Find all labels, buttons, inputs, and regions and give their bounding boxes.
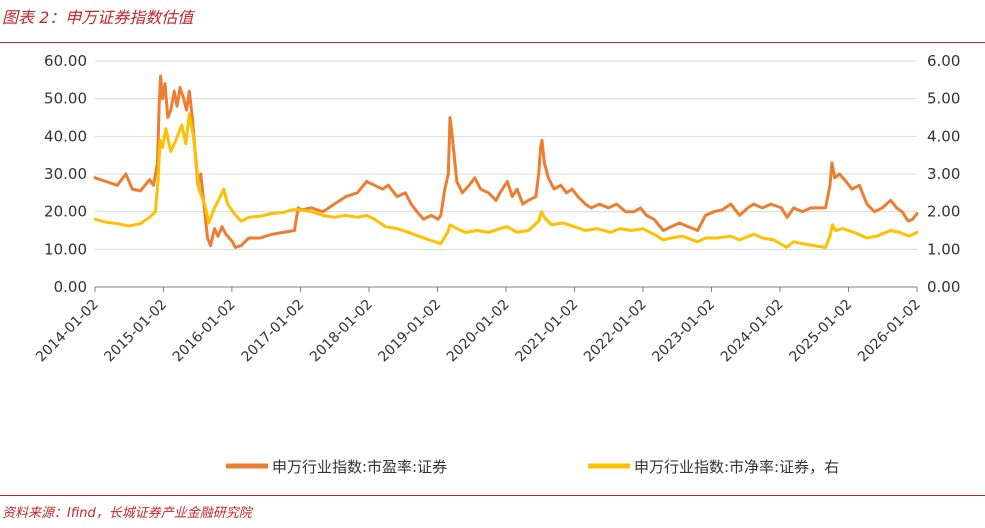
- x-tick-label: 2014-01-02: [33, 297, 102, 366]
- left-y-tick-label: 10.00: [44, 240, 87, 258]
- x-tick-label: 2019-01-02: [375, 297, 444, 366]
- pe-ratio-series-line: [93, 74, 919, 249]
- right-y-tick-label: 1.00: [927, 240, 960, 258]
- right-y-tick-label: 0.00: [927, 278, 960, 296]
- grid-lines: [95, 60, 917, 288]
- left-y-tick-label: 30.00: [44, 165, 87, 183]
- series-lines: [93, 74, 919, 249]
- x-tick-label: 2026-01-02: [855, 297, 924, 366]
- x-tick-label: 2024-01-02: [718, 297, 787, 366]
- right-y-tick-label: 4.00: [927, 127, 960, 145]
- right-y-tick-label: 6.00: [927, 52, 960, 70]
- right-y-tick-label: 2.00: [927, 203, 960, 221]
- x-tick-label: 2020-01-02: [444, 297, 513, 366]
- legend: 申万行业指数:市盈率:证券 申万行业指数:市净率:证券，右: [226, 458, 839, 476]
- x-tick-label: 2022-01-02: [581, 297, 650, 366]
- x-axis-ticks: 2014-01-02 2015-01-02 2016-01-02 2017-01-02…: [33, 287, 924, 365]
- x-tick-label: 2025-01-02: [787, 297, 856, 366]
- left-y-tick-label: 20.00: [44, 203, 87, 221]
- title-rule: [0, 42, 985, 43]
- line-chart: 0.00 10.00 20.00 30.00 40.00 50.00 60.00 0.00 1…: [33, 52, 960, 476]
- left-y-tick-label: 40.00: [44, 127, 87, 145]
- left-y-axis-ticks: 0.00 10.00 20.00 30.00 40.00 50.00 60.00: [44, 52, 87, 296]
- right-y-tick-label: 5.00: [927, 90, 960, 108]
- source-note: 资料来源：Ifind，长城证券产业金融研究院: [2, 506, 252, 521]
- source-rule: [0, 495, 985, 496]
- x-tick-label: 2018-01-02: [307, 297, 376, 366]
- x-tick-label: 2021-01-02: [513, 297, 582, 366]
- figure-title: 图表 2：申万证券指数估值: [2, 8, 194, 27]
- x-tick-label: 2023-01-02: [649, 297, 718, 366]
- right-y-tick-label: 3.00: [927, 165, 960, 183]
- left-y-tick-label: 50.00: [44, 90, 87, 108]
- x-tick-label: 2015-01-02: [101, 297, 170, 366]
- x-tick-label: 2017-01-02: [239, 297, 308, 366]
- pb-ratio-series-line: [93, 112, 919, 249]
- legend-label: 申万行业指数:市盈率:证券: [272, 458, 447, 476]
- left-y-tick-label: 0.00: [54, 278, 87, 296]
- left-y-tick-label: 60.00: [44, 52, 87, 70]
- legend-label: 申万行业指数:市净率:证券，右: [634, 458, 839, 476]
- right-y-axis-ticks: 0.00 1.00 2.00 3.00 4.00 5.00 6.00: [927, 52, 960, 296]
- x-tick-label: 2016-01-02: [170, 297, 239, 366]
